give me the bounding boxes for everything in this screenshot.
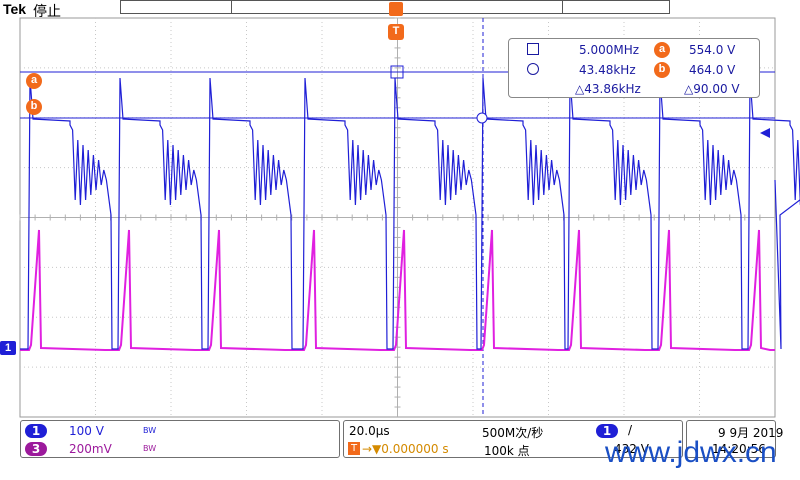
delta-frequency: △43.86kHz: [575, 82, 641, 96]
square-cursor-icon: [527, 43, 539, 55]
ch3-badge[interactable]: 3: [25, 442, 47, 456]
cursor-circle-marker: [476, 112, 488, 124]
ch3-bandwidth-limit: BW: [143, 444, 157, 453]
ch1-ground-marker[interactable]: 1: [0, 341, 16, 355]
ch1-bandwidth-limit: BW: [143, 426, 157, 435]
ch1-scale: 100 V: [69, 424, 104, 438]
trigger-level: 432 V: [614, 442, 649, 456]
datetime-box: 9 9月 2019 14:20:56: [686, 420, 783, 458]
horizontal-delay: →▼0.000000 s: [362, 442, 449, 456]
ch1-badge[interactable]: 1: [25, 424, 47, 438]
cursor-b-value: 464.0 V: [689, 63, 736, 77]
acquisition-status: 停止: [33, 4, 61, 20]
delta-voltage: △90.00 V: [684, 82, 740, 96]
trigger-position-badge[interactable]: T: [388, 24, 404, 40]
trigger-source-badge[interactable]: 1: [596, 424, 618, 438]
cursor-b-badge[interactable]: b: [26, 99, 42, 115]
cursor-a-value: 554.0 V: [689, 43, 736, 57]
cursor-a-frequency: 5.000MHz: [579, 43, 640, 57]
time-readout: 14:20:56: [712, 442, 766, 456]
cursor-a-icon: a: [654, 42, 670, 58]
trigger-slope-icon: /: [628, 423, 633, 437]
cursor-square-marker: [390, 65, 404, 79]
trigger-position-marker-top[interactable]: [389, 2, 403, 16]
cursor-readout-panel: 5.000MHz a 554.0 V 43.48kHz b 464.0 V △4…: [508, 38, 760, 98]
horizontal-scale: 20.0µs: [349, 424, 390, 438]
trigger-level-arrow[interactable]: [760, 128, 770, 138]
cursor-b-icon: b: [654, 62, 670, 78]
date-readout: 9 9月 2019: [718, 426, 784, 440]
channel-settings-box[interactable]: 1 100 V BW 3 200mV BW: [20, 420, 340, 458]
bottom-status-panel: 1 100 V BW 3 200mV BW 20.0µs 500M次/秒 T →…: [0, 420, 800, 480]
cursor-a-badge[interactable]: a: [26, 73, 42, 89]
timebase-box[interactable]: 20.0µs 500M次/秒 T →▼0.000000 s 100k 点 1 /…: [343, 420, 683, 458]
ch3-scale: 200mV: [69, 442, 112, 456]
brand-logo: Tek: [3, 1, 27, 17]
ch3-waveform: [20, 229, 775, 351]
record-length: 100k 点: [484, 444, 530, 458]
sample-rate: 500M次/秒: [482, 426, 544, 440]
ch1-waveform: [20, 77, 800, 350]
circle-cursor-icon: [527, 63, 539, 75]
cursor-b-frequency: 43.48kHz: [579, 63, 636, 77]
trigger-delay-icon: T: [348, 442, 360, 455]
website-watermark: www.jdwx.cn: [605, 436, 777, 469]
